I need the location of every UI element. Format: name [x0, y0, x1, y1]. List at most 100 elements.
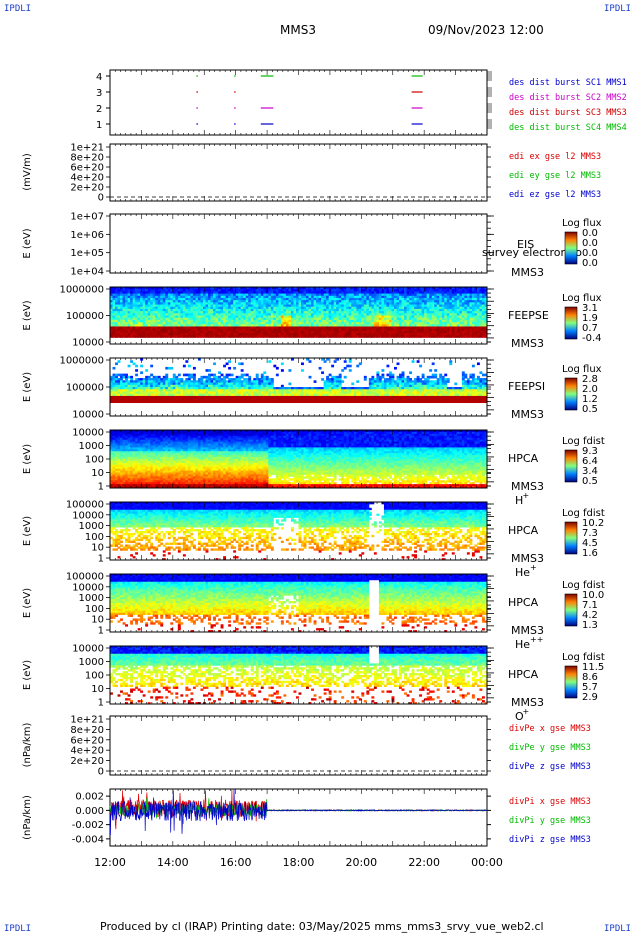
- feepse-cell: [476, 289, 480, 292]
- feepse-cell: [197, 330, 201, 334]
- feepse-cell: [253, 315, 257, 319]
- feepsi-cell: [185, 378, 189, 381]
- feepse-cell: [303, 302, 307, 305]
- feepse-cell: [301, 293, 304, 297]
- feepse-cell: [326, 330, 330, 334]
- feepse-cell: [150, 313, 154, 316]
- feepse-cell: [406, 287, 410, 290]
- edi-ytick-label: 0: [98, 193, 104, 204]
- feepsi-cell: [122, 380, 126, 383]
- feepse-cell: [308, 319, 312, 323]
- feepse-cell: [245, 287, 249, 290]
- feepse-cell: [215, 313, 219, 316]
- feepse-cell: [202, 326, 206, 330]
- feepse-cell: [476, 313, 480, 316]
- feepse-cell: [416, 302, 420, 305]
- feepse-cell: [157, 322, 161, 325]
- feepse-cell: [167, 302, 171, 305]
- feepsi-cell: [120, 380, 123, 383]
- feepse-cell: [147, 306, 151, 310]
- feepse-cell: [293, 330, 297, 334]
- feepse-cell: [210, 328, 214, 332]
- feepse-cell: [250, 333, 254, 336]
- feepse-cell: [306, 293, 309, 297]
- feepsi-cell: [175, 398, 179, 401]
- feepse-cell: [308, 308, 312, 312]
- feepsi-cell: [205, 393, 209, 397]
- feepse-cell: [356, 315, 360, 319]
- feepse-cell: [471, 333, 475, 336]
- feepse-cell: [391, 304, 395, 308]
- feepsi-cell: [233, 382, 237, 386]
- feepsi-cell: [205, 398, 209, 401]
- feepse-cell: [160, 289, 164, 292]
- feepse-cell: [479, 289, 483, 292]
- divpe-ylabel: (nPa/km): [22, 723, 33, 768]
- feepse-cell: [371, 308, 375, 312]
- feepse-cell: [120, 330, 123, 334]
- eis-ytick-label: 1e+06: [70, 230, 104, 241]
- feepse-cell: [298, 287, 302, 290]
- burst-legend-entry: des dist burst SC1 MMS1: [509, 78, 627, 88]
- feepse-cell: [253, 313, 257, 316]
- feepsi-cell: [130, 391, 134, 395]
- feepse-cell: [235, 313, 239, 316]
- feepse-cell: [245, 330, 249, 334]
- feepse-cell: [464, 322, 468, 325]
- feepsi-cell: [130, 395, 134, 399]
- feepse-cell: [215, 315, 219, 319]
- feepsi-cell: [185, 387, 189, 390]
- feepse-cell: [192, 328, 196, 332]
- feepse-cell: [278, 302, 282, 305]
- feepse-cell: [386, 311, 390, 314]
- feepse-cell: [285, 328, 289, 332]
- feepsi-cell: [215, 398, 219, 401]
- feepse-cell: [461, 333, 465, 336]
- feepse-cell: [190, 330, 194, 334]
- feepsi-cell: [233, 395, 237, 399]
- feepse-cell: [336, 322, 340, 325]
- feepse-cell: [293, 291, 297, 294]
- feepse-cell: [333, 289, 337, 292]
- feepse-cell: [258, 291, 262, 294]
- feepse-cell: [361, 304, 365, 308]
- feepse-cell: [391, 335, 395, 338]
- feepsi-cell: [225, 398, 229, 401]
- feepsi-cell: [172, 373, 176, 377]
- feepse-cell: [434, 319, 438, 323]
- feepse-cell: [273, 324, 277, 327]
- feepse-cell: [414, 317, 418, 321]
- feepse-cell: [306, 335, 309, 338]
- feepse-cell: [275, 302, 279, 305]
- feepse-cell: [278, 313, 282, 316]
- feepse-cell: [323, 308, 327, 312]
- feepse-cell: [283, 306, 287, 310]
- feepse-ytick-label: 100000: [66, 311, 104, 322]
- feepse-cell: [122, 287, 126, 290]
- feepsi-cell: [197, 395, 201, 399]
- feepse-cell: [439, 333, 443, 336]
- feepse-cell: [233, 291, 237, 294]
- feepse-cell: [404, 315, 407, 319]
- feepse-cell: [459, 328, 463, 332]
- feepsi-cell: [135, 391, 139, 395]
- feepse-cell: [444, 293, 448, 297]
- feepsi-cell: [177, 395, 181, 399]
- feepsi-cell: [218, 395, 221, 399]
- feepse-cell: [152, 295, 156, 299]
- feepse-cell: [421, 319, 425, 323]
- feepsi-cell: [213, 375, 216, 379]
- feepse-cell: [200, 311, 204, 314]
- feepse-cell: [404, 326, 407, 330]
- feepse-cell: [333, 302, 337, 305]
- feepse-cell: [265, 322, 269, 325]
- feepse-cell: [110, 300, 113, 303]
- feepse-cell: [399, 319, 402, 323]
- feepse-cell: [185, 302, 189, 305]
- feepse-cell: [451, 326, 455, 330]
- feepse-cell: [336, 295, 340, 299]
- feepse-cell: [318, 287, 322, 290]
- feepse-cell: [190, 322, 194, 325]
- feepse-cell: [479, 335, 483, 338]
- feepse-cell: [295, 306, 299, 310]
